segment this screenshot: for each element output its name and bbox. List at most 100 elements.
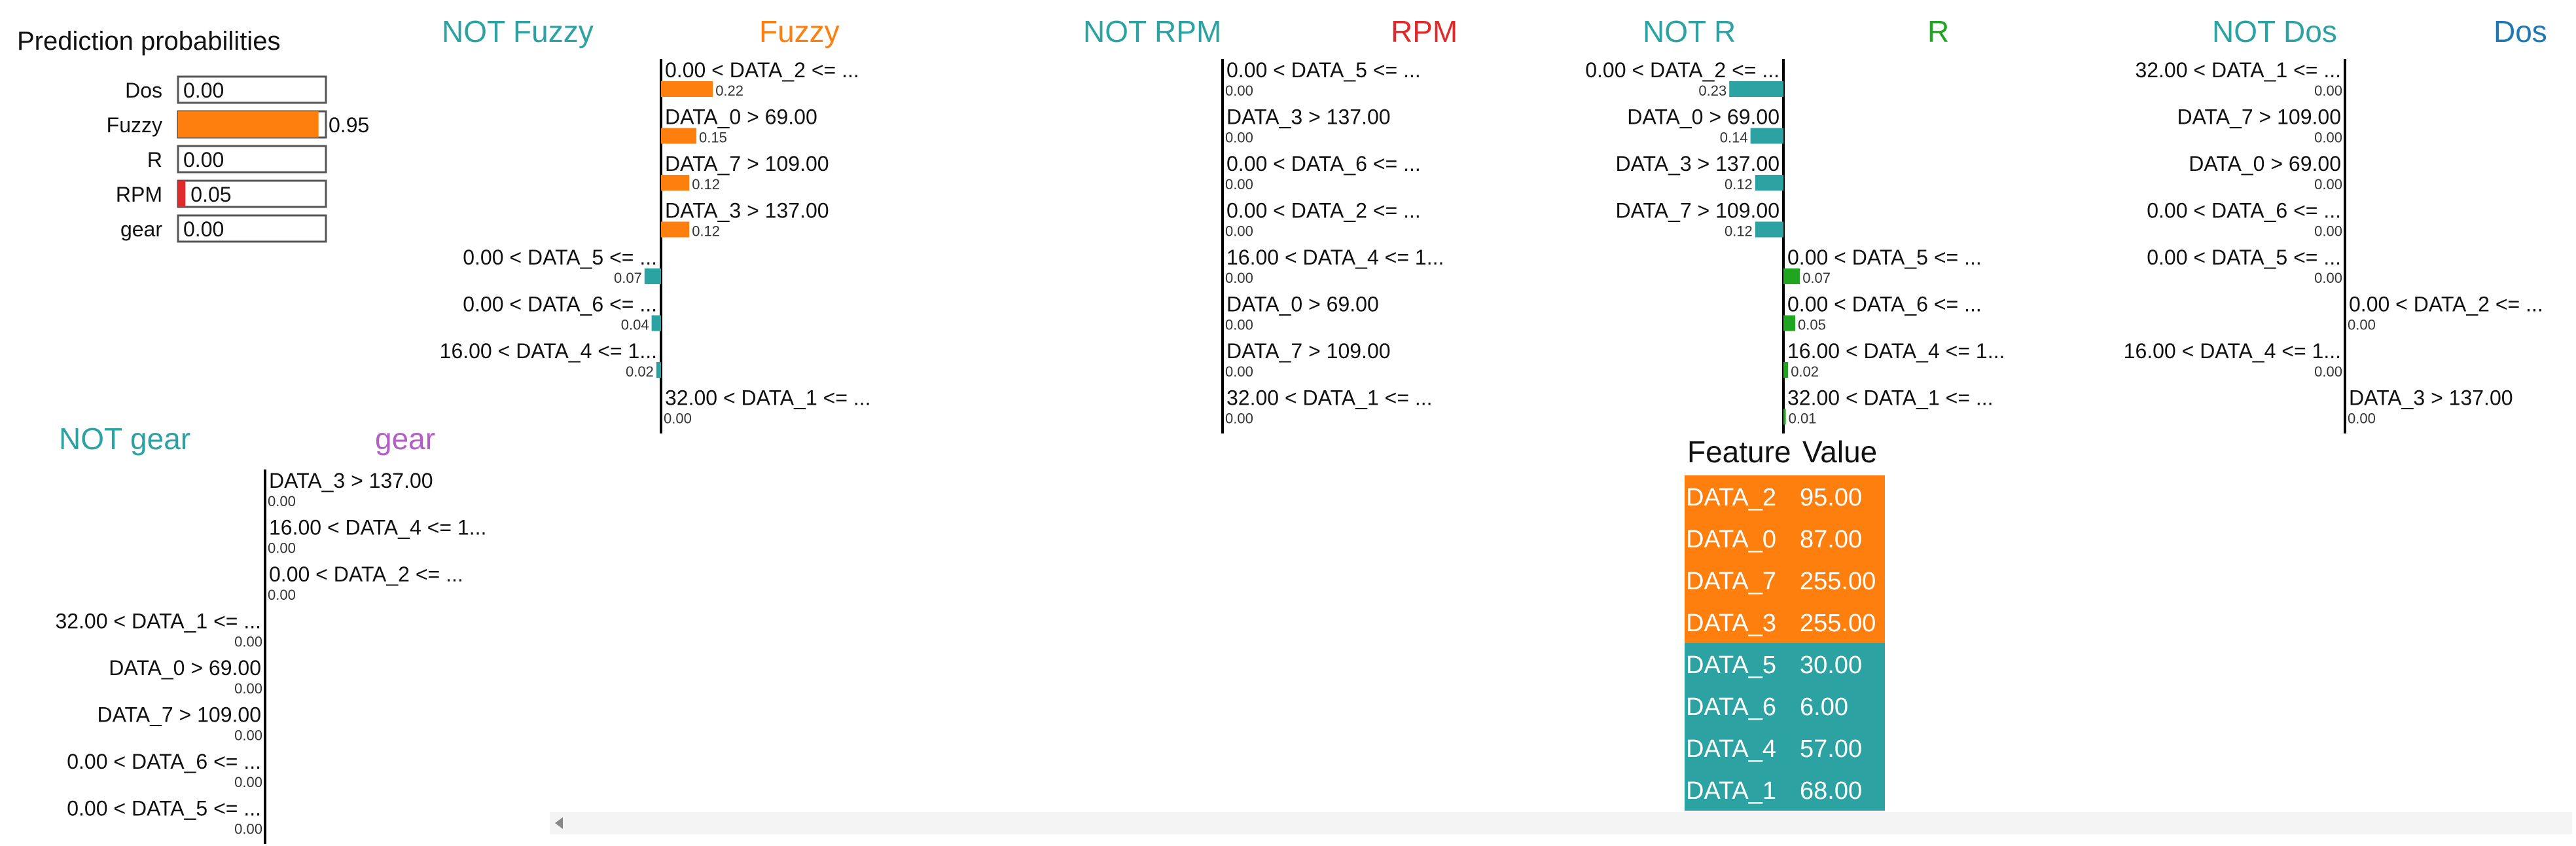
feature-weight-label: 0.14 [1720, 130, 1748, 146]
feature-weight-label: 0.00 [268, 493, 296, 509]
table-cell-value: 6.00 [1800, 693, 1848, 721]
positive-class-label: Dos [2494, 14, 2547, 48]
table-cell-feature: DATA_1 [1686, 777, 1776, 805]
feature-weight-bar [1783, 409, 1786, 425]
feature-weight-label: 0.00 [234, 727, 262, 744]
proba-bar [178, 111, 319, 138]
table-row [1685, 517, 1885, 559]
feature-weight-label: 0.00 [1225, 411, 1253, 427]
feature-weight-label: 0.07 [1802, 270, 1831, 286]
feature-weight-label: 0.00 [1225, 317, 1253, 333]
feature-weight-label: 0.00 [2314, 130, 2342, 146]
table-cell-value: 57.00 [1800, 735, 1862, 763]
feature-weight-bar [661, 128, 696, 144]
table-row [1685, 601, 1885, 643]
table-cell-feature: DATA_6 [1686, 693, 1776, 721]
table-row [1685, 685, 1885, 727]
proba-value-label: 0.95 [329, 113, 369, 137]
table-row [1685, 643, 1885, 685]
feature-weight-label: 0.00 [2314, 223, 2342, 240]
table-cell-feature: DATA_5 [1686, 652, 1776, 679]
feature-weight-label: 0.01 [1789, 411, 1817, 427]
proba-value-label: 0.00 [183, 217, 224, 241]
feature-label: DATA_0 > 69.00 [1627, 105, 1780, 129]
feature-weight-label: 0.00 [268, 540, 296, 557]
feature-label: 0.00 < DATA_2 <= ... [1585, 58, 1780, 82]
proba-value-label: 0.00 [183, 79, 224, 102]
table-header-value: Value [1802, 435, 1877, 469]
feature-weight-bar [644, 268, 661, 284]
table-row [1685, 475, 1885, 517]
table-cell-value: 95.00 [1800, 484, 1862, 511]
feature-weight-label: 0.00 [234, 680, 262, 697]
feature-label: 0.00 < DATA_6 <= ... [1226, 152, 1421, 175]
scroll-left-arrow-icon[interactable] [555, 817, 563, 829]
feature-weight-label: 0.12 [692, 176, 720, 193]
feature-weight-bar [661, 175, 690, 191]
feature-label: 0.00 < DATA_2 <= ... [665, 58, 859, 82]
proba-bar-frame [177, 75, 327, 104]
feature-weight-label: 0.23 [1698, 83, 1726, 99]
horizontal-scrollbar[interactable] [550, 812, 2572, 834]
feature-weight-label: 0.00 [1225, 176, 1253, 193]
table-cell-value: 30.00 [1800, 652, 1862, 679]
negative-class-label: NOT R [1643, 14, 1736, 48]
table-cell-feature: DATA_0 [1686, 526, 1776, 553]
proba-bar-frame [177, 214, 327, 243]
feature-weight-label: 0.00 [2314, 363, 2342, 380]
table-cell-value: 255.00 [1800, 610, 1876, 637]
feature-weight-label: 0.00 [1225, 363, 1253, 380]
proba-value-label: 0.00 [183, 148, 224, 172]
feature-weight-label: 0.00 [234, 821, 262, 837]
feature-label: 16.00 < DATA_4 <= 1... [2124, 339, 2341, 363]
feature-weight-bar [1783, 268, 1800, 284]
feature-label: DATA_7 > 109.00 [97, 703, 261, 727]
feature-weight-label: 0.00 [2314, 270, 2342, 286]
feature-label: DATA_3 > 137.00 [269, 469, 433, 492]
feature-label: DATA_0 > 69.00 [109, 656, 261, 680]
feature-weight-bar [1750, 128, 1783, 144]
feature-weight-label: 0.00 [1225, 130, 1253, 146]
feature-weight-bar [1755, 221, 1783, 238]
table-cell-value: 68.00 [1800, 777, 1862, 805]
positive-class-label: R [1927, 14, 1949, 48]
negative-class-label: NOT RPM [1083, 14, 1221, 48]
feature-weight-label: 0.00 [2348, 411, 2376, 427]
feature-weight-label: 0.04 [621, 317, 649, 333]
positive-class-label: RPM [1391, 14, 1458, 48]
feature-weight-bar [1783, 315, 1795, 331]
feature-label: 32.00 < DATA_1 <= ... [55, 610, 261, 633]
feature-weight-label: 0.12 [692, 223, 720, 240]
feature-weight-label: 0.05 [1798, 317, 1826, 333]
table-row [1685, 559, 1885, 601]
proba-category-label: gear [120, 217, 162, 241]
proba-bar [178, 181, 186, 207]
feature-weight-label: 0.00 [2348, 317, 2376, 333]
feature-label: 0.00 < DATA_2 <= ... [269, 562, 463, 586]
feature-label: 0.00 < DATA_6 <= ... [2147, 199, 2341, 223]
proba-category-label: Dos [125, 79, 162, 102]
feature-weight-label: 0.00 [1225, 270, 1253, 286]
table-cell-feature: DATA_4 [1686, 735, 1776, 763]
feature-label: 0.00 < DATA_5 <= ... [67, 797, 261, 820]
feature-weight-label: 0.00 [664, 411, 692, 427]
feature-label: 0.00 < DATA_5 <= ... [2147, 246, 2341, 269]
table-row [1685, 769, 1885, 811]
feature-weight-label: 0.22 [715, 83, 743, 99]
positive-class-label: gear [375, 422, 435, 456]
negative-class-label: NOT gear [59, 422, 190, 456]
feature-label: 0.00 < DATA_2 <= ... [1226, 199, 1421, 223]
feature-weight-bar [1729, 81, 1783, 97]
proba-category-label: Fuzzy [107, 113, 162, 137]
feature-label: 0.00 < DATA_5 <= ... [463, 246, 657, 269]
feature-weight-label: 0.00 [2314, 83, 2342, 99]
feature-weight-label: 0.12 [1725, 176, 1753, 193]
feature-label: 0.00 < DATA_5 <= ... [1787, 246, 1982, 269]
feature-weight-label: 0.00 [2314, 176, 2342, 193]
feature-weight-bar [661, 221, 690, 238]
feature-label: DATA_3 > 137.00 [2349, 386, 2513, 410]
proba-category-label: RPM [116, 183, 162, 206]
feature-label: 0.00 < DATA_5 <= ... [1226, 58, 1421, 82]
feature-label: 0.00 < DATA_2 <= ... [2349, 293, 2543, 316]
